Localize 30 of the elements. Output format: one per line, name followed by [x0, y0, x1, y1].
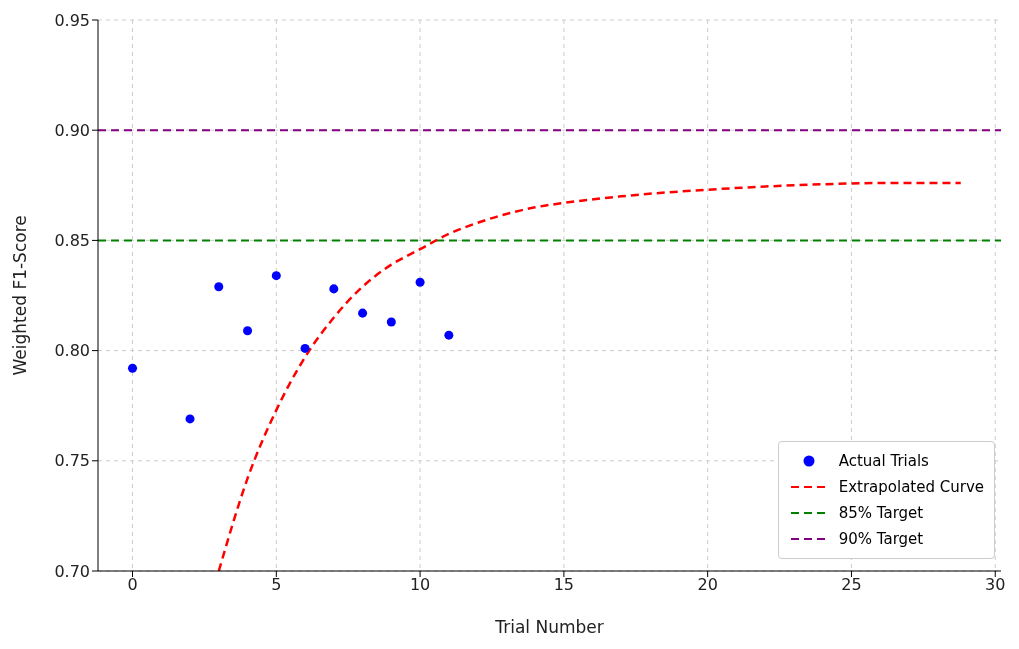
legend-label: Actual Trials	[838, 452, 929, 470]
y-axis-title: Weighted F1-Score	[10, 215, 31, 376]
legend-label: Extrapolated Curve	[838, 478, 984, 496]
y-tick-label: 0.80	[54, 341, 90, 361]
x-tick-label: 0	[127, 575, 138, 595]
y-tick-label: 0.75	[54, 451, 90, 471]
x-tick-label: 25	[841, 575, 862, 595]
point	[415, 277, 425, 287]
point	[386, 317, 396, 327]
x-axis-title: Trial Number	[494, 617, 604, 637]
point	[243, 326, 253, 336]
y-tick-label: 0.95	[54, 10, 90, 30]
legend-label: 85% Target	[838, 504, 924, 522]
point	[300, 343, 310, 353]
y-tick-label: 0.85	[54, 231, 90, 251]
x-tick-label: 20	[697, 575, 718, 595]
x-tick-label: 15	[553, 575, 575, 595]
point	[444, 330, 454, 340]
point	[271, 271, 281, 281]
y-tick-label: 0.70	[54, 561, 90, 581]
x-tick-label: 30	[985, 575, 1006, 595]
point	[329, 284, 339, 294]
legend-label: 90% Target	[838, 530, 924, 548]
x-tick-label: 10	[409, 575, 431, 595]
y-tick-label: 0.90	[54, 120, 90, 140]
point	[185, 414, 195, 424]
x-tick-label: 5	[271, 575, 282, 595]
point	[358, 308, 368, 318]
point	[128, 363, 138, 373]
point	[214, 282, 224, 292]
